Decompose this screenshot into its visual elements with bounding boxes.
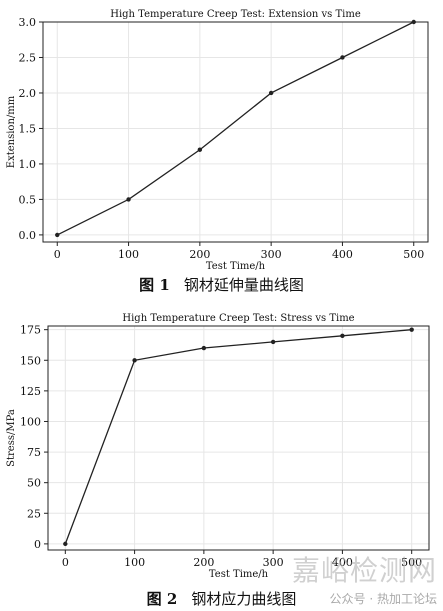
x-axis-label: Test Time/h — [209, 569, 269, 580]
data-point — [270, 339, 276, 345]
x-axis-label: Test Time/h — [206, 261, 266, 270]
x-tick-label: 100 — [118, 248, 139, 261]
data-point — [132, 358, 137, 363]
data-point — [340, 55, 345, 60]
y-tick-label: 75 — [27, 446, 41, 459]
caption-text: 钢材延伸量曲线图 — [183, 276, 304, 294]
chart-title: High Temperature Creep Test: Extension v… — [110, 9, 361, 20]
y-tick-label: 0.0 — [19, 229, 37, 242]
y-tick-label: 0 — [34, 538, 41, 551]
y-tick-label: 175 — [20, 324, 41, 337]
data-point — [55, 232, 60, 238]
data-point — [126, 197, 131, 202]
chart-stress: 0 100 200 300 400 500 0 25 50 75 100 125 150 175 High … — [0, 305, 443, 611]
caption-number: 图 1 — [139, 276, 170, 294]
y-axis-label: Stress/MPa — [6, 409, 17, 467]
plot-frame — [42, 21, 429, 243]
chart-extension: 0 100 200 300 400 500 0.0 0.5 1.0 1.5 2.0 2.5 3.0 Hig… — [0, 0, 443, 300]
data-point — [340, 333, 345, 338]
y-tick-label: 150 — [20, 354, 41, 367]
x-tick-label: 0 — [54, 248, 61, 261]
y-tick-label: 2.0 — [19, 87, 37, 100]
data-point — [409, 327, 414, 332]
caption-figure-2: 图 2 钢材应力曲线图 — [0, 588, 443, 609]
caption-text: 钢材应力曲线图 — [191, 590, 297, 608]
x-tick-label: 300 — [261, 248, 282, 261]
x-tick-label: 0 — [62, 556, 69, 569]
x-tick-label: 500 — [403, 248, 424, 261]
x-tick-label: 500 — [401, 556, 422, 569]
watermark-sub: 公众号 · 热加工论坛 — [329, 592, 437, 606]
data-point — [268, 90, 274, 96]
x-tick-label: 400 — [332, 556, 353, 569]
y-tick-label: 1.5 — [19, 122, 37, 135]
data-point — [201, 345, 207, 351]
y-tick-label: 1.0 — [19, 158, 37, 171]
watermark-main: 嘉峪检测网 — [291, 554, 437, 587]
caption-number: 图 2 — [146, 590, 178, 608]
series-line — [64, 329, 412, 545]
y-tick-label: 0.5 — [19, 193, 37, 206]
chart-title: High Temperature Creep Test: Stress vs T… — [122, 313, 354, 324]
x-tick-label: 100 — [124, 556, 145, 569]
chart-extension-plot: 0 100 200 300 400 500 0.0 0.5 1.0 1.5 2.0 2.5 3.0 Hig… — [6, 9, 429, 270]
y-tick-label: 125 — [20, 385, 41, 398]
data-point — [197, 147, 203, 152]
plot-frame — [47, 325, 430, 551]
y-tick-label: 100 — [20, 415, 41, 428]
y-tick-label: 25 — [27, 507, 41, 520]
series-line — [56, 21, 415, 236]
data-point — [411, 19, 416, 25]
caption-figure-1: 图 1 钢材延伸量曲线图 — [0, 274, 443, 295]
x-tick-label: 400 — [332, 248, 353, 261]
y-tick-label: 2.5 — [19, 51, 37, 64]
y-axis-label: Extension/mm — [6, 95, 17, 168]
x-tick-label: 200 — [189, 248, 210, 261]
y-tick-label: 50 — [27, 477, 41, 490]
x-tick-label: 300 — [263, 556, 284, 569]
data-point — [63, 541, 68, 547]
chart-stress-plot: 0 100 200 300 400 500 0 25 50 75 100 125 150 175 High … — [6, 313, 430, 580]
x-tick-label: 200 — [193, 556, 214, 569]
y-tick-label: 3.0 — [19, 16, 37, 29]
